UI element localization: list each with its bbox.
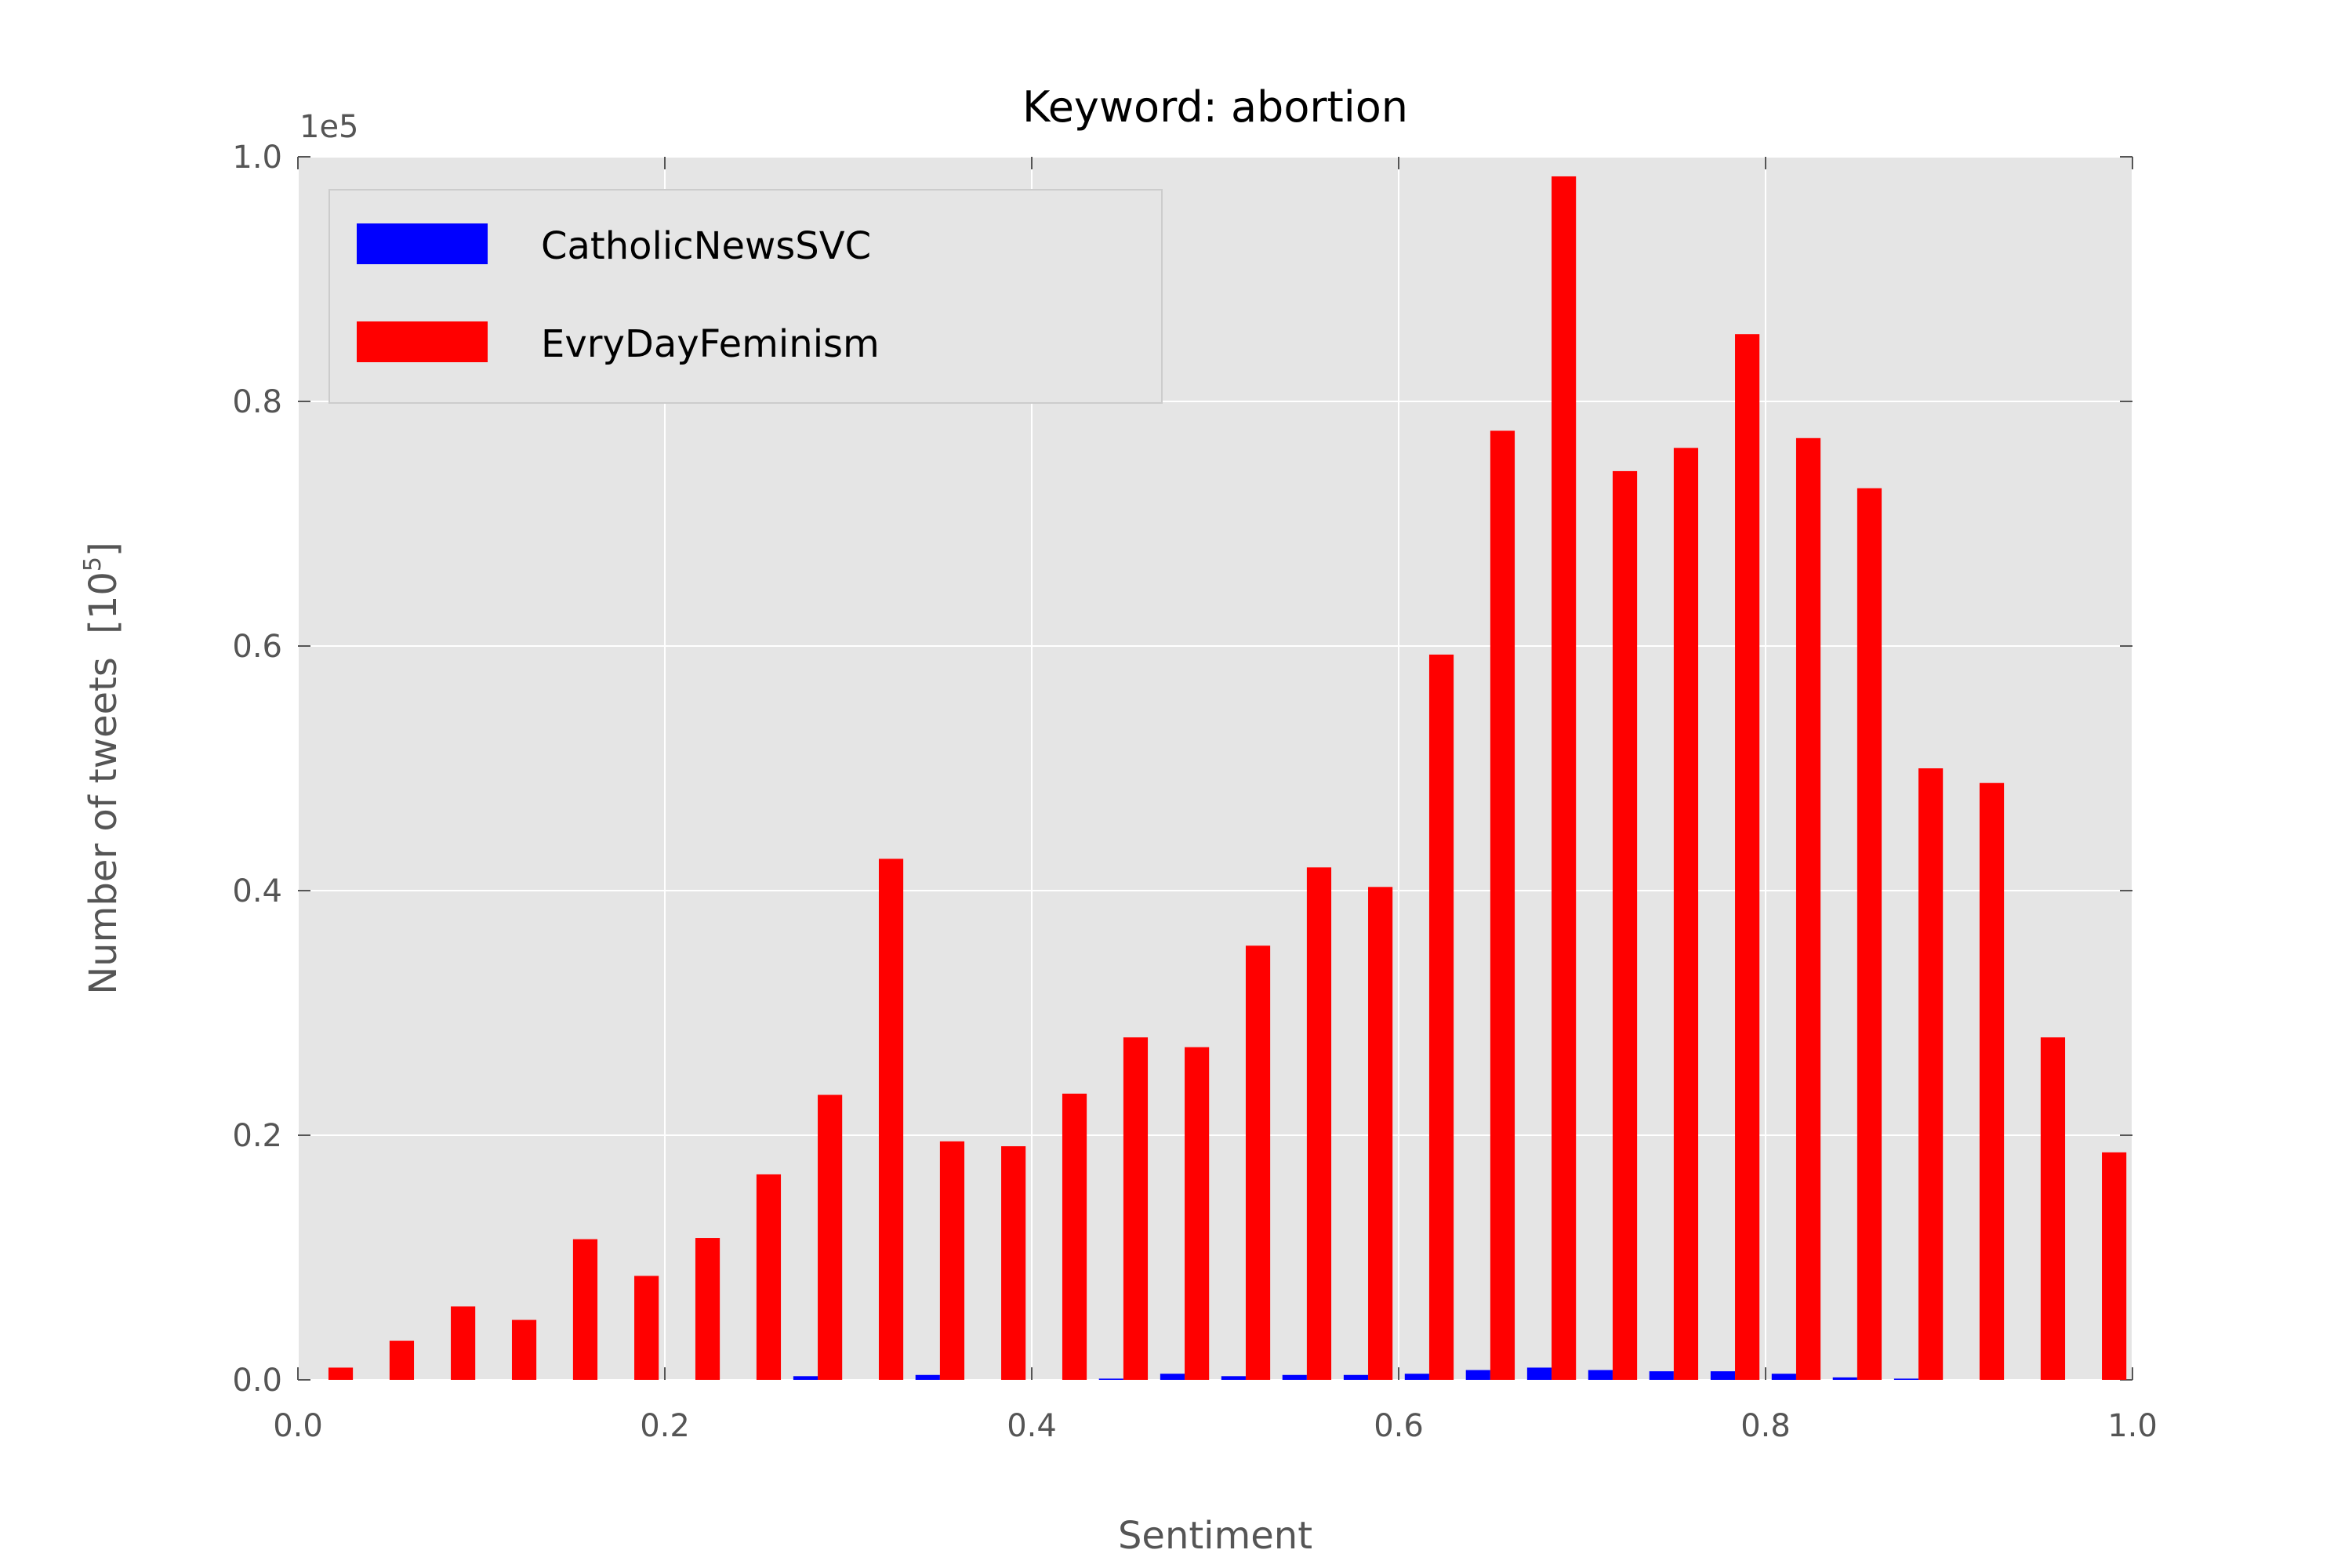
- x-tick-label: 0.2: [640, 1408, 690, 1444]
- bar-evrydayfeminism: [1245, 946, 1271, 1380]
- y-tick-label: 0.8: [232, 384, 282, 420]
- bar-evrydayfeminism: [328, 1367, 354, 1380]
- bar-catholicnewssvc: [1343, 1374, 1369, 1380]
- bar-evrydayfeminism: [1979, 782, 2005, 1380]
- legend-frame: [328, 189, 1163, 404]
- bar-catholicnewssvc: [1282, 1374, 1307, 1380]
- bar-catholicnewssvc: [1588, 1370, 1613, 1380]
- bar-catholicnewssvc: [1465, 1370, 1490, 1380]
- legend-label-catholicnewssvc: CatholicNewsSVC: [541, 224, 871, 268]
- bar-evrydayfeminism: [1552, 176, 1577, 1381]
- bar-evrydayfeminism: [511, 1319, 537, 1380]
- bar-evrydayfeminism: [1490, 430, 1515, 1381]
- legend: CatholicNewsSVC EvryDayFeminism: [328, 189, 1163, 404]
- bar-evrydayfeminism: [1795, 437, 1821, 1380]
- bar-catholicnewssvc: [1832, 1377, 1857, 1380]
- x-tick-label: 1.0: [2107, 1408, 2158, 1444]
- bar-evrydayfeminism: [389, 1341, 415, 1380]
- y-tick-label: 0.0: [232, 1363, 282, 1399]
- x-tick-label: 0.0: [273, 1408, 323, 1444]
- bar-catholicnewssvc: [1649, 1371, 1674, 1380]
- bar-catholicnewssvc: [1526, 1367, 1552, 1380]
- bar-catholicnewssvc: [793, 1376, 818, 1380]
- bar-evrydayfeminism: [1918, 768, 1944, 1380]
- legend-swatch-evrydayfeminism: [357, 321, 488, 362]
- y-tick-label: 0.2: [232, 1118, 282, 1154]
- y-offset-label: 1e5: [299, 109, 359, 145]
- bar-catholicnewssvc: [1221, 1376, 1246, 1380]
- bar-evrydayfeminism: [1857, 488, 1882, 1380]
- bar-catholicnewssvc: [1160, 1374, 1185, 1380]
- bar-evrydayfeminism: [756, 1174, 782, 1380]
- bar-evrydayfeminism: [818, 1094, 843, 1380]
- bar-catholicnewssvc: [1710, 1371, 1736, 1380]
- svg-text:Number of tweets [105]: Number of tweets [105]: [79, 542, 125, 994]
- bar-catholicnewssvc: [1404, 1374, 1429, 1380]
- y-axis-label-text: Number of tweets: [82, 657, 125, 995]
- chart-title: Keyword: abortion: [1022, 82, 1408, 132]
- bars: [328, 176, 2127, 1381]
- bar-catholicnewssvc: [1771, 1374, 1796, 1380]
- bar-evrydayfeminism: [878, 858, 904, 1380]
- bar-evrydayfeminism: [1062, 1093, 1087, 1380]
- y-axis-label: Number of tweets [105]: [79, 542, 125, 994]
- x-axis-label: Sentiment: [1118, 1514, 1312, 1558]
- x-tick-label: 0.8: [1740, 1408, 1791, 1444]
- bar-evrydayfeminism: [1735, 334, 1760, 1381]
- bar-catholicnewssvc: [915, 1374, 940, 1380]
- bar-evrydayfeminism: [1001, 1146, 1026, 1380]
- legend-swatch-catholicnewssvc: [357, 223, 488, 264]
- x-tick-label: 0.4: [1007, 1408, 1057, 1444]
- bar-catholicnewssvc: [1098, 1378, 1123, 1380]
- bar-evrydayfeminism: [1428, 654, 1454, 1380]
- bar-evrydayfeminism: [634, 1276, 659, 1380]
- bar-evrydayfeminism: [572, 1239, 598, 1380]
- y-tick-label: 1.0: [232, 140, 282, 176]
- y-axis-label-exponent: 5: [79, 557, 107, 572]
- bar-evrydayfeminism: [1368, 887, 1393, 1380]
- bar-evrydayfeminism: [1123, 1037, 1149, 1380]
- bar-catholicnewssvc: [1893, 1378, 1919, 1380]
- bar-evrydayfeminism: [451, 1306, 476, 1380]
- y-tick-label: 0.4: [232, 873, 282, 909]
- bar-evrydayfeminism: [939, 1141, 965, 1380]
- x-tick-label: 0.6: [1374, 1408, 1424, 1444]
- bar-evrydayfeminism: [1185, 1047, 1210, 1380]
- y-axis-label-unit-close: ]: [82, 542, 125, 557]
- y-axis-label-unit: [10: [82, 572, 125, 634]
- bar-evrydayfeminism: [2102, 1152, 2127, 1380]
- bar-evrydayfeminism: [1673, 448, 1699, 1380]
- bar-evrydayfeminism: [695, 1238, 720, 1380]
- tick-labels: 0.0 0.2 0.4 0.6 0.8 1.0 0.0 0.2 0.4 0.6 0.8 1.0: [232, 140, 2157, 1444]
- bar-evrydayfeminism: [1306, 867, 1332, 1380]
- bar-evrydayfeminism: [1612, 470, 1638, 1381]
- y-tick-label: 0.6: [232, 629, 282, 665]
- legend-label-evrydayfeminism: EvryDayFeminism: [541, 322, 880, 366]
- bar-evrydayfeminism: [2040, 1037, 2066, 1380]
